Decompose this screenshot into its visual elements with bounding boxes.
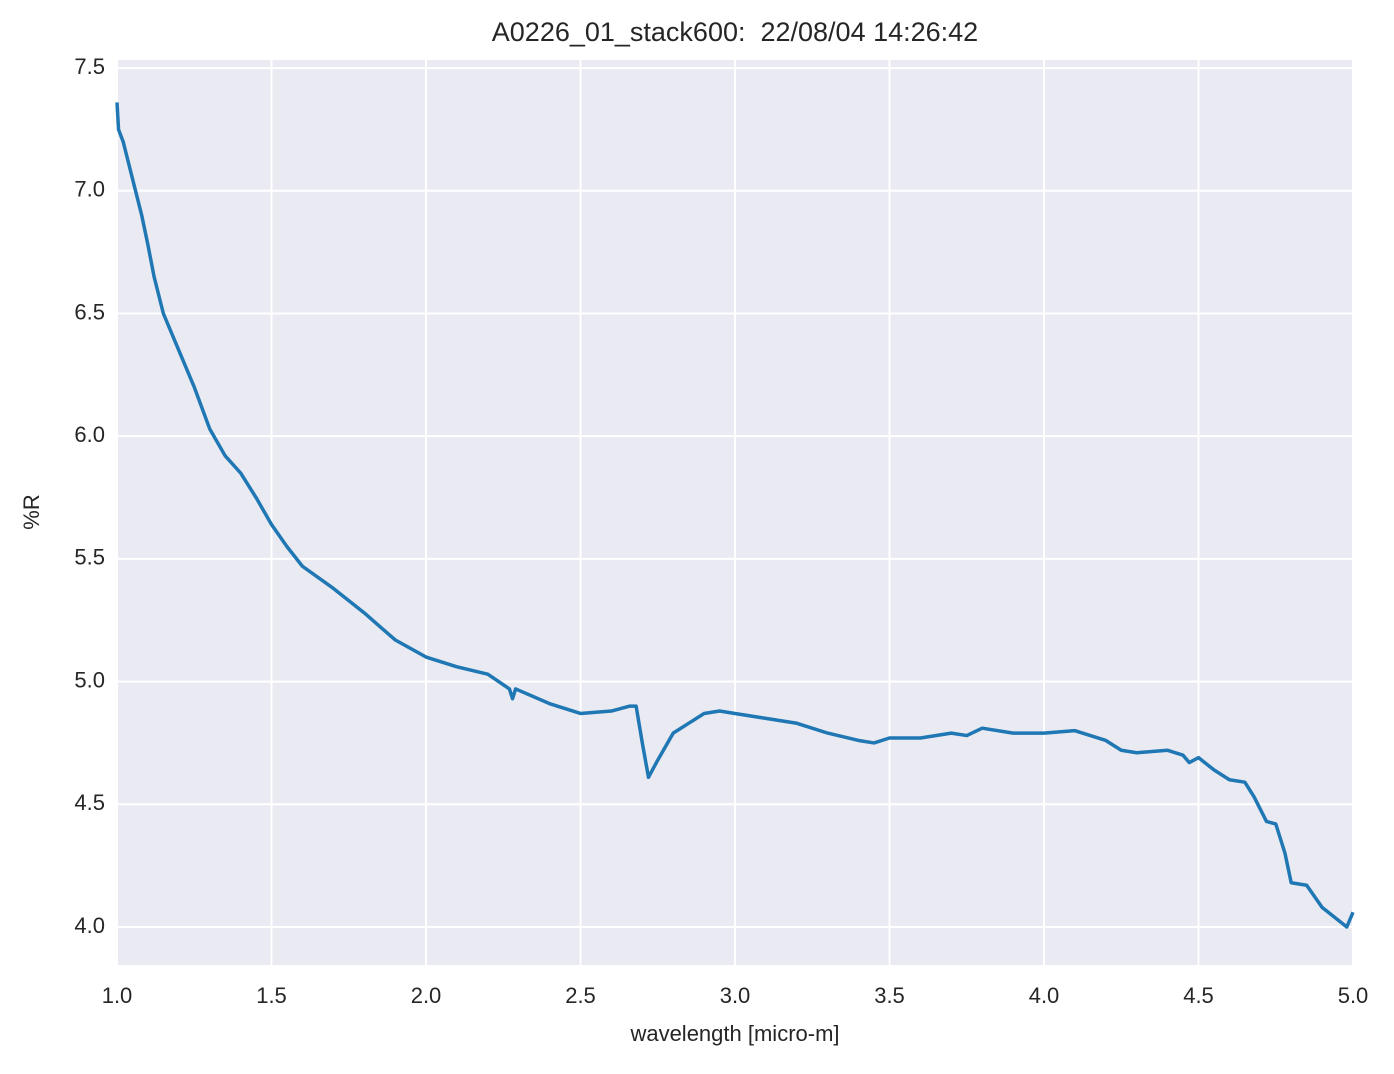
grid <box>116 60 1354 965</box>
x-axis-label: wavelength [micro-m] <box>629 1021 839 1046</box>
x-tick-label: 2.5 <box>565 983 596 1008</box>
y-tick-label: 6.5 <box>74 299 105 324</box>
y-tick-label: 4.5 <box>74 790 105 815</box>
y-tick-label: 4.0 <box>74 913 105 938</box>
x-tick-label: 2.0 <box>411 983 442 1008</box>
x-tick-label: 4.0 <box>1029 983 1060 1008</box>
y-tick-label: 5.0 <box>74 667 105 692</box>
data-line <box>115 102 1355 929</box>
x-tick-label: 1.0 <box>102 983 133 1008</box>
x-tick-label: 3.0 <box>720 983 751 1008</box>
x-tick-label: 5.0 <box>1338 983 1369 1008</box>
chart-title: A0226_01_stack600: 22/08/04 14:26:42 <box>492 17 978 47</box>
y-tick-label: 6.0 <box>74 422 105 447</box>
x-tick-label: 1.5 <box>256 983 287 1008</box>
x-tick-label: 3.5 <box>874 983 905 1008</box>
y-tick-label: 5.5 <box>74 545 105 570</box>
y-tick-label: 7.5 <box>74 54 105 79</box>
x-tick-label: 4.5 <box>1183 983 1214 1008</box>
y-tick-label: 7.0 <box>74 177 105 202</box>
y-axis-label: %R <box>19 494 44 529</box>
